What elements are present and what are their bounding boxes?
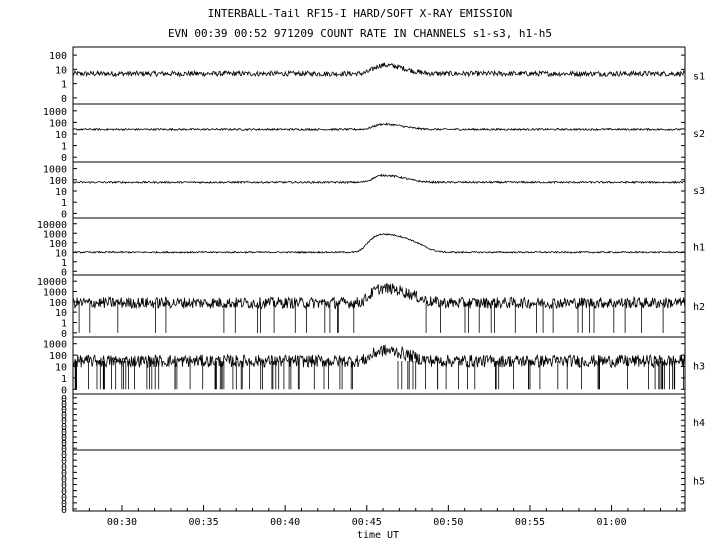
plot-frame <box>72 46 686 512</box>
y-tick-label: 10 <box>55 308 67 319</box>
y-tick-label: 1 <box>61 80 67 91</box>
y-tick-label: 0 <box>61 456 67 467</box>
channel-label-h1: h1 <box>693 243 705 254</box>
channel-label-s2: s2 <box>693 129 705 140</box>
series-line-h3 <box>72 344 686 369</box>
y-tick-label: 1000 <box>43 165 67 176</box>
y-tick-label: 0 <box>61 487 67 498</box>
channel-label-h2: h2 <box>693 302 705 313</box>
y-tick-label: 0 <box>61 385 67 396</box>
y-tick-label: 100 <box>49 118 67 129</box>
series-line-s2 <box>72 122 686 132</box>
y-tick-label: 10000 <box>37 277 67 288</box>
x-tick-label: 00:30 <box>107 517 137 528</box>
y-tick-label: 100 <box>49 298 67 309</box>
y-tick-label: 1000 <box>43 107 67 118</box>
y-tick-label: 100 <box>49 51 67 62</box>
y-tick-label: 0 <box>61 439 67 450</box>
x-tick-label: 01:00 <box>597 517 627 528</box>
y-tick-label: 100 <box>49 351 67 362</box>
y-tick-label: 0 <box>61 499 67 510</box>
y-tick-label: 100 <box>49 176 67 187</box>
chart-title: INTERBALL-Tail RF15-I HARD/SOFT X-RAY EM… <box>207 7 513 20</box>
y-tick-label: 0 <box>61 267 67 278</box>
y-tick-label: 10 <box>55 363 67 374</box>
y-tick-label: 0 <box>61 474 67 485</box>
channel-label-h4: h4 <box>693 418 705 429</box>
series-line-s3 <box>72 173 686 185</box>
series-line-h1 <box>72 233 686 254</box>
y-tick-label: 0 <box>61 444 67 455</box>
y-tick-label: 0 <box>61 450 67 461</box>
x-tick-label: 00:35 <box>189 517 219 528</box>
y-tick-label: 10 <box>55 65 67 76</box>
y-tick-label: 0 <box>61 481 67 492</box>
x-tick-label: 00:50 <box>433 517 463 528</box>
y-tick-label: 1 <box>61 374 67 385</box>
y-tick-label: 1 <box>61 258 67 269</box>
y-tick-label: 0 <box>61 153 67 164</box>
y-tick-label: 100 <box>49 239 67 250</box>
y-tick-label: 0 <box>61 505 67 516</box>
y-tick-label: 10000 <box>37 220 67 231</box>
series-line-s1 <box>72 62 686 78</box>
x-tick-label: 00:45 <box>352 517 382 528</box>
channel-label-s1: s1 <box>693 72 705 83</box>
x-tick-label: 00:40 <box>270 517 300 528</box>
x-axis-label: time UT <box>357 530 399 541</box>
y-tick-label: 1000 <box>43 288 67 299</box>
y-tick-label: 10 <box>55 248 67 259</box>
y-tick-label: 0 <box>61 399 67 410</box>
y-tick-label: 0 <box>61 422 67 433</box>
y-tick-label: 0 <box>61 427 67 438</box>
y-tick-label: 0 <box>61 468 67 479</box>
y-tick-label: 1 <box>61 198 67 209</box>
y-tick-label: 1 <box>61 142 67 153</box>
y-tick-label: 0 <box>61 329 67 340</box>
y-tick-label: 0 <box>61 493 67 504</box>
y-tick-label: 10 <box>55 130 67 141</box>
series-line-h2 <box>72 283 686 310</box>
y-tick-label: 1000 <box>43 229 67 240</box>
channel-label-h5: h5 <box>693 477 705 488</box>
y-tick-label: 0 <box>61 411 67 422</box>
channel-label-s3: s3 <box>693 186 705 197</box>
y-tick-label: 0 <box>61 394 67 405</box>
chart-subtitle: EVN 00:39 00:52 971209 COUNT RATE IN CHA… <box>167 27 553 40</box>
y-tick-label: 10 <box>55 187 67 198</box>
x-tick-label: 00:55 <box>515 517 545 528</box>
y-tick-label: 0 <box>61 433 67 444</box>
y-tick-label: 0 <box>61 462 67 473</box>
y-tick-label: 0 <box>61 94 67 105</box>
y-tick-label: 0 <box>61 209 67 220</box>
y-tick-label: 0 <box>61 405 67 416</box>
y-tick-label: 1 <box>61 319 67 330</box>
channel-label-h3: h3 <box>693 362 705 373</box>
y-tick-label: 1000 <box>43 340 67 351</box>
y-tick-label: 0 <box>61 416 67 427</box>
